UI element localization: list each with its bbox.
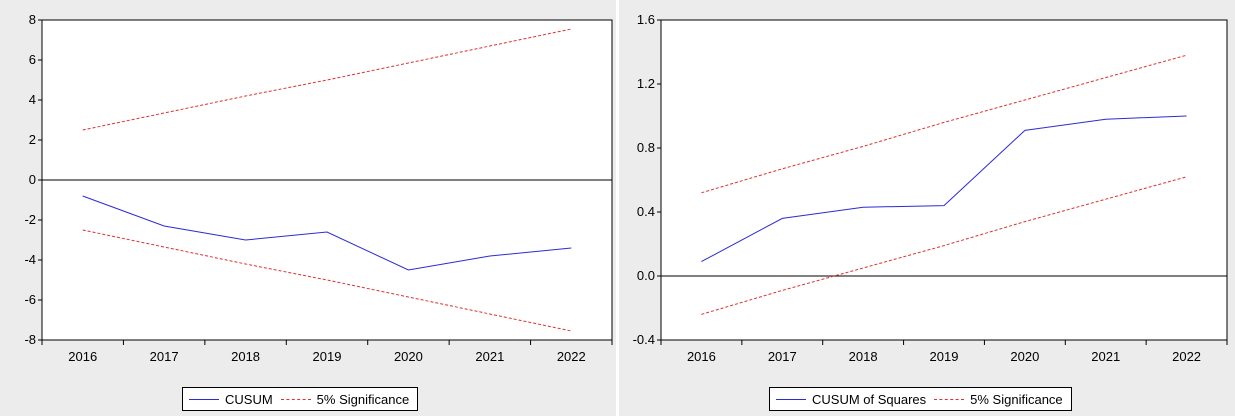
legend-swatch-solid xyxy=(189,398,219,400)
x-tick-label: 2021 xyxy=(1091,349,1120,364)
y-tick-label: 1.6 xyxy=(637,12,655,27)
series-line-band-2 xyxy=(701,176,1187,315)
x-tick-label: 2020 xyxy=(1010,349,1039,364)
y-tick-label: 0.4 xyxy=(637,204,655,219)
legend-item-significance: 5% Significance xyxy=(934,392,1063,407)
x-tick-label: 2022 xyxy=(1172,349,1201,364)
x-tick-label: 2018 xyxy=(849,349,878,364)
x-tick-label: 2019 xyxy=(930,349,959,364)
series-line-cusum xyxy=(82,195,572,271)
x-tick-label: 2017 xyxy=(150,349,179,364)
legend-item-significance: 5% Significance xyxy=(280,391,410,407)
x-tick-label: 2016 xyxy=(68,349,97,364)
y-tick-label: 0.0 xyxy=(637,268,655,283)
x-tick-label: 2016 xyxy=(687,349,716,364)
y-tick-label: -2 xyxy=(24,212,36,227)
x-tick-label: 2021 xyxy=(475,349,504,364)
cusum-chart-panel: 8 6 4 2 0 -2 -4 -6 -8 2016 2017 2018 2019 2020 2021 202… xyxy=(0,0,616,416)
cusum-squares-chart-panel: 1.6 1.2 0.8 0.4 0.0 -0.4 2016 2017 2018 2019 2020 2… xyxy=(619,0,1235,416)
legend-swatch-dashed xyxy=(280,398,311,400)
series-line-5-significance xyxy=(701,54,1187,194)
y-tick-label: 0.8 xyxy=(637,140,655,155)
series-line-5-significance xyxy=(82,28,572,131)
x-tick-label: 2022 xyxy=(557,349,586,364)
y-tick-label: 6 xyxy=(29,52,36,67)
cusum-chart: 8 6 4 2 0 -2 -4 -6 -8 2016 2017 2018 2019 2020 2021 202… xyxy=(24,12,613,364)
legend-item-cusum-squares: CUSUM of Squares xyxy=(776,392,926,407)
legend-label-significance: 5% Significance xyxy=(970,391,1063,407)
legend-swatch-solid xyxy=(776,398,806,400)
y-tick-label: -6 xyxy=(24,292,36,307)
x-tick-label: 2018 xyxy=(231,349,260,364)
y-tick-label: -0.4 xyxy=(633,332,655,347)
legend-item-cusum: CUSUM xyxy=(189,392,273,407)
y-tick-label: 8 xyxy=(29,12,36,27)
plot-area xyxy=(660,19,1228,341)
cusum-legend: CUSUM 5% Significance xyxy=(182,387,419,411)
cusum-squares-chart: 1.6 1.2 0.8 0.4 0.0 -0.4 2016 2017 2018 2019 2020 2… xyxy=(633,12,1228,364)
x-tick-label: 2017 xyxy=(768,349,797,364)
y-tick-label: 1.2 xyxy=(637,76,655,91)
y-tick-label: 2 xyxy=(29,132,36,147)
legend-label-cusum-squares: CUSUM of Squares xyxy=(812,391,927,407)
y-tick-label: -4 xyxy=(24,252,36,267)
x-tick-label: 2019 xyxy=(313,349,342,364)
y-tick-label: -8 xyxy=(24,332,36,347)
cusum-squares-legend: CUSUM of Squares 5% Significance xyxy=(769,387,1072,411)
y-tick-label: 0 xyxy=(29,172,36,187)
legend-swatch-dashed xyxy=(934,398,965,400)
legend-label-significance: 5% Significance xyxy=(316,391,410,407)
y-tick-label: 4 xyxy=(29,92,36,107)
x-tick-label: 2020 xyxy=(394,349,423,364)
series-line-cusum-of-squares xyxy=(701,115,1187,263)
legend-label-cusum: CUSUM xyxy=(225,391,273,407)
series-line-band-2 xyxy=(82,229,572,332)
